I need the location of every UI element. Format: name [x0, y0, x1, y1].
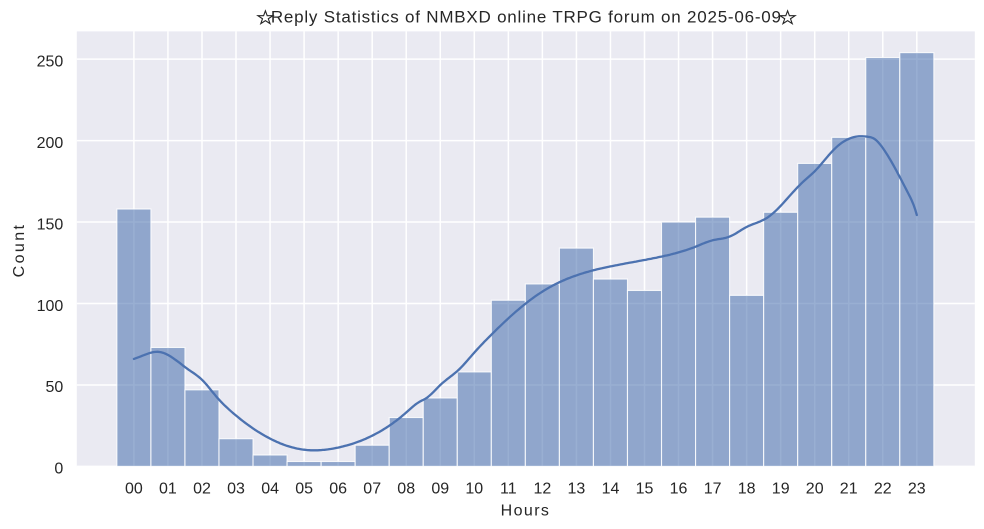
svg-text:20: 20 [806, 481, 824, 498]
svg-text:09: 09 [431, 481, 449, 498]
svg-text:21: 21 [840, 481, 858, 498]
svg-text:0: 0 [54, 461, 63, 478]
svg-text:07: 07 [363, 481, 381, 498]
svg-text:100: 100 [37, 298, 64, 315]
svg-text:00: 00 [125, 481, 143, 498]
svg-text:06: 06 [329, 481, 347, 498]
svg-text:14: 14 [602, 481, 620, 498]
svg-text:22: 22 [874, 481, 892, 498]
svg-text:250: 250 [37, 53, 64, 70]
svg-text:12: 12 [534, 481, 552, 498]
svg-text:08: 08 [397, 481, 415, 498]
svg-text:17: 17 [704, 481, 722, 498]
svg-text:10: 10 [465, 481, 483, 498]
svg-text:18: 18 [738, 481, 756, 498]
svg-text:23: 23 [908, 481, 926, 498]
svg-text:Reply Statistics of NMBXD onli: Reply Statistics of NMBXD online TRPG fo… [271, 7, 782, 26]
svg-text:01: 01 [159, 481, 177, 498]
svg-text:150: 150 [37, 216, 64, 233]
svg-text:04: 04 [261, 481, 279, 498]
svg-text:05: 05 [295, 481, 313, 498]
svg-text:02: 02 [193, 481, 211, 498]
svg-text:16: 16 [670, 481, 688, 498]
svg-text:03: 03 [227, 481, 245, 498]
svg-text:Count: Count [11, 223, 28, 278]
svg-text:200: 200 [37, 135, 64, 152]
svg-text:13: 13 [568, 481, 586, 498]
svg-text:15: 15 [636, 481, 654, 498]
svg-text:11: 11 [500, 481, 517, 498]
svg-text:50: 50 [46, 379, 64, 396]
svg-text:19: 19 [772, 481, 790, 498]
svg-text:Hours: Hours [501, 503, 551, 520]
